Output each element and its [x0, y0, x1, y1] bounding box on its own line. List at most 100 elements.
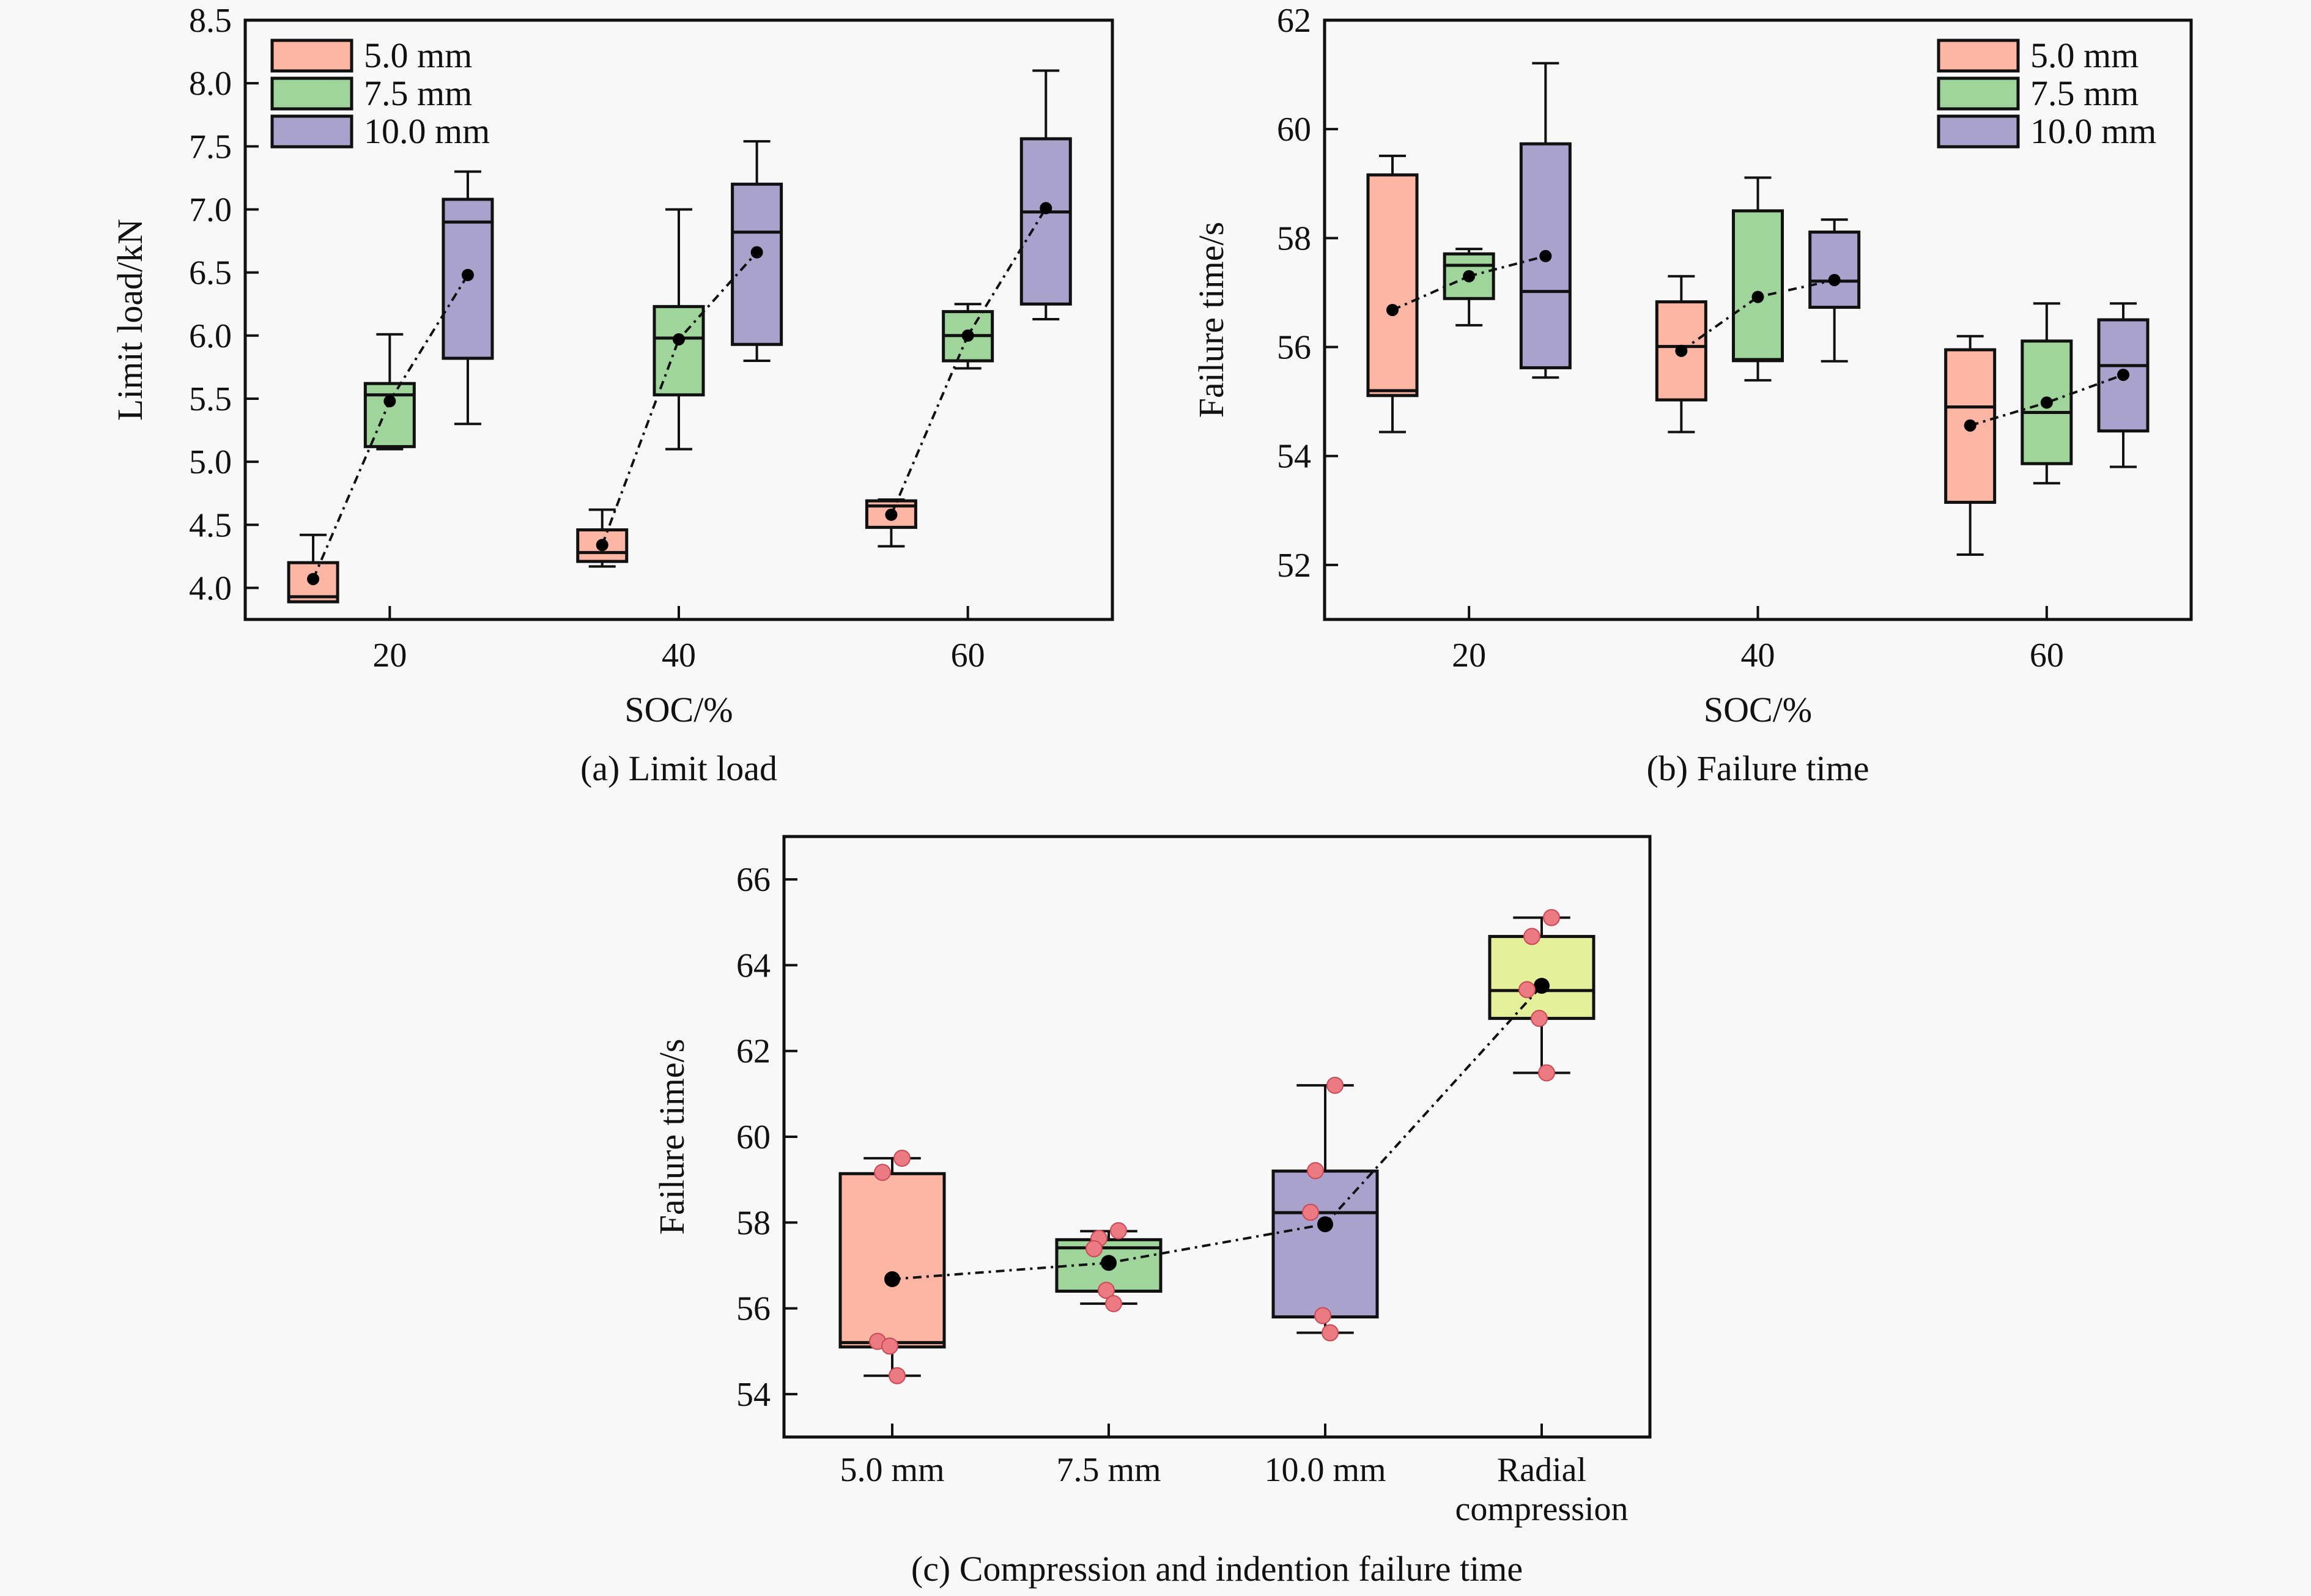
y-tick-label: 56	[736, 1290, 771, 1328]
box-5-0-mm-soc20	[1366, 154, 1419, 434]
legend-swatch	[270, 114, 353, 149]
iqr-box	[1732, 209, 1784, 363]
y-axis-label: Failure time/s	[1191, 222, 1231, 418]
data-point	[893, 1150, 911, 1167]
y-tick-label: 56	[1277, 329, 1311, 367]
mean-marker	[961, 329, 974, 342]
iqr-box	[1808, 231, 1861, 309]
box-10-0-mm-soc60	[1019, 69, 1072, 320]
mean-marker	[885, 508, 898, 521]
y-tick-label: 60	[736, 1118, 771, 1156]
y-tick-label: 54	[736, 1376, 771, 1414]
legend-label: 7.5 mm	[2030, 73, 2139, 113]
mean-marker	[1534, 978, 1550, 994]
data-point	[1543, 909, 1560, 926]
legend-swatch	[1937, 76, 2020, 111]
panel-c-compression-indention: 54 56 58 60 62 64 66 Failure time/s 5.0 mm 7.5 mm…	[652, 835, 1652, 1589]
x-axis-label: SOC/%	[624, 690, 733, 730]
box-7-5-mm-soc20	[363, 333, 416, 451]
mean-marker	[1675, 344, 1688, 357]
x-tick-label: 40	[1741, 637, 1775, 674]
box-10-0-mm	[1271, 1084, 1379, 1334]
data-point	[1322, 1324, 1339, 1342]
data-point	[1531, 1010, 1548, 1027]
panel-b-failure-time: 52 54 56 58 60 62 Failure time/s 20 40 60 SOC/% (b)…	[1191, 2, 2193, 788]
y-tick-label: 64	[736, 947, 771, 985]
legend-swatch	[1937, 114, 2020, 149]
y-tick-label: 62	[1277, 2, 1311, 40]
mean-marker	[383, 395, 396, 408]
x-tick-label: 10.0 mm	[1264, 1451, 1386, 1489]
data-point	[881, 1337, 898, 1355]
iqr-box	[1271, 1169, 1379, 1319]
mean-marker	[673, 333, 685, 345]
mean-marker	[1040, 202, 1052, 215]
legend-label: 10.0 mm	[364, 111, 490, 151]
mean-marker	[1539, 249, 1552, 262]
y-axis-label: Failure time/s	[652, 1039, 692, 1235]
data-point	[1307, 1162, 1324, 1180]
box-5-0-mm-soc40	[576, 508, 629, 568]
y-tick-label: 58	[1277, 220, 1311, 257]
x-tick-label: 20	[372, 637, 407, 674]
x-tick-label: compression	[1455, 1490, 1628, 1528]
x-tick-label: 60	[951, 637, 985, 674]
y-tick-label: 7.0	[189, 191, 232, 229]
data-point	[1302, 1203, 1319, 1221]
y-tick-label: 8.5	[189, 2, 232, 40]
legend-swatch	[270, 39, 353, 73]
mean-trend-line	[601, 251, 758, 545]
x-tick-label: Radial	[1497, 1451, 1586, 1489]
mean-marker	[461, 268, 474, 281]
y-tick-label: 54	[1277, 438, 1311, 476]
mean-marker	[2117, 368, 2130, 381]
data-point	[1105, 1295, 1122, 1312]
y-tick-label: 4.0	[189, 569, 232, 607]
y-tick-label: 5.5	[189, 380, 232, 418]
data-point	[889, 1367, 906, 1384]
x-tick-label: 5.0 mm	[840, 1451, 944, 1489]
y-tick-label: 66	[736, 861, 771, 899]
panel-caption: (a) Limit load	[580, 748, 777, 788]
legend-swatch	[1937, 39, 2020, 73]
mean-marker	[1964, 419, 1976, 432]
data-point	[874, 1164, 891, 1181]
data-point	[1326, 1076, 1344, 1094]
mean-marker	[1828, 273, 1841, 286]
box-Radial-compression	[1488, 916, 1596, 1074]
iqr-box	[363, 382, 416, 448]
mean-trend-line	[892, 985, 1543, 1280]
mean-marker	[1463, 270, 1476, 283]
iqr-box	[653, 305, 705, 397]
y-tick-label: 8.0	[189, 65, 232, 103]
y-tick-label: 5.0	[189, 443, 232, 481]
y-tick-label: 6.5	[189, 254, 232, 292]
iqr-box	[838, 1172, 946, 1349]
mean-marker	[750, 246, 763, 259]
box-7-5-mm-soc40	[1732, 176, 1784, 382]
legend-label: 5.0 mm	[2030, 35, 2139, 75]
y-axis-label: Limit load/kN	[110, 219, 150, 421]
data-point	[1523, 928, 1540, 945]
box-7-5-mm-soc40	[653, 208, 705, 451]
y-tick-label: 62	[736, 1033, 771, 1071]
y-tick-label: 52	[1277, 547, 1311, 585]
x-tick-label: 60	[2030, 637, 2064, 674]
mean-trend-line	[1681, 279, 1835, 352]
y-tick-label: 6.0	[189, 317, 232, 355]
box-5-0-mm	[838, 1157, 946, 1377]
iqr-box	[1366, 173, 1419, 397]
data-point	[1098, 1282, 1115, 1299]
panel-caption: (c) Compression and indention failure ti…	[911, 1549, 1523, 1589]
x-tick-label: 7.5 mm	[1056, 1451, 1161, 1489]
mean-marker	[1386, 303, 1399, 316]
y-tick-label: 4.5	[189, 506, 232, 544]
mean-marker	[596, 539, 608, 552]
data-point	[1110, 1222, 1127, 1239]
mean-trend-line	[1970, 374, 2124, 427]
data-point	[1085, 1240, 1103, 1258]
